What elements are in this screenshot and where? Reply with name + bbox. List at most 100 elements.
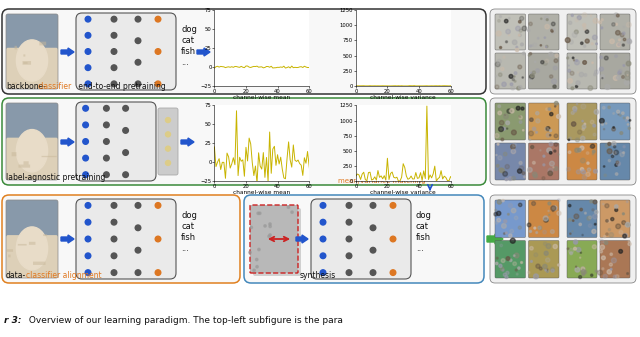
- Circle shape: [598, 21, 602, 24]
- Circle shape: [555, 106, 556, 107]
- Circle shape: [595, 223, 596, 225]
- Circle shape: [612, 142, 616, 146]
- Circle shape: [586, 152, 589, 154]
- FancyBboxPatch shape: [33, 262, 45, 265]
- Circle shape: [568, 218, 572, 221]
- FancyBboxPatch shape: [567, 143, 597, 180]
- Circle shape: [370, 225, 376, 231]
- Circle shape: [509, 109, 514, 113]
- Circle shape: [628, 127, 630, 129]
- Circle shape: [518, 21, 521, 23]
- Circle shape: [527, 167, 532, 172]
- Circle shape: [557, 154, 559, 155]
- Circle shape: [256, 266, 259, 268]
- Circle shape: [566, 57, 569, 59]
- Circle shape: [623, 152, 625, 154]
- Circle shape: [568, 21, 572, 24]
- Circle shape: [518, 86, 522, 89]
- Circle shape: [627, 39, 632, 43]
- Circle shape: [534, 253, 538, 257]
- FancyBboxPatch shape: [311, 199, 411, 279]
- Circle shape: [255, 258, 258, 261]
- Circle shape: [495, 75, 497, 77]
- Circle shape: [499, 121, 504, 125]
- Circle shape: [518, 203, 522, 207]
- FancyBboxPatch shape: [15, 46, 17, 50]
- Circle shape: [609, 263, 612, 266]
- Text: ...: ...: [181, 58, 189, 67]
- Circle shape: [604, 56, 608, 60]
- Circle shape: [627, 201, 628, 203]
- Circle shape: [568, 139, 570, 141]
- FancyArrow shape: [181, 138, 194, 146]
- Circle shape: [506, 121, 509, 125]
- Circle shape: [548, 108, 550, 110]
- Circle shape: [111, 236, 117, 242]
- Circle shape: [253, 269, 255, 272]
- Circle shape: [545, 24, 549, 29]
- Circle shape: [85, 253, 91, 258]
- Circle shape: [85, 17, 91, 22]
- Circle shape: [590, 200, 593, 203]
- Circle shape: [522, 52, 525, 55]
- Circle shape: [500, 267, 504, 271]
- Circle shape: [546, 270, 549, 272]
- Circle shape: [625, 80, 629, 85]
- Circle shape: [612, 113, 614, 114]
- Circle shape: [518, 226, 522, 229]
- Circle shape: [591, 274, 593, 276]
- Circle shape: [625, 120, 627, 121]
- Circle shape: [529, 45, 532, 47]
- Circle shape: [520, 262, 522, 264]
- FancyBboxPatch shape: [7, 249, 13, 252]
- Circle shape: [548, 171, 552, 176]
- Circle shape: [615, 209, 618, 212]
- Circle shape: [552, 79, 556, 84]
- Circle shape: [346, 203, 352, 208]
- Circle shape: [502, 200, 504, 202]
- FancyBboxPatch shape: [76, 102, 156, 181]
- Circle shape: [575, 60, 577, 62]
- Circle shape: [552, 31, 553, 32]
- Circle shape: [585, 30, 589, 33]
- Circle shape: [511, 176, 515, 180]
- Circle shape: [506, 271, 509, 274]
- Circle shape: [607, 149, 612, 154]
- Circle shape: [518, 34, 520, 36]
- Circle shape: [616, 224, 621, 229]
- Circle shape: [504, 152, 507, 156]
- Circle shape: [616, 173, 618, 175]
- FancyArrow shape: [197, 48, 210, 56]
- Circle shape: [534, 274, 538, 279]
- Circle shape: [501, 259, 505, 263]
- Circle shape: [546, 45, 548, 48]
- Circle shape: [627, 40, 632, 44]
- Circle shape: [155, 17, 161, 22]
- Circle shape: [612, 23, 615, 26]
- Circle shape: [545, 258, 550, 262]
- X-axis label: channel-wise variance: channel-wise variance: [371, 190, 436, 195]
- Text: mean/variance matching: mean/variance matching: [338, 178, 426, 184]
- Circle shape: [627, 22, 631, 27]
- Circle shape: [390, 270, 396, 275]
- Circle shape: [550, 29, 553, 32]
- Circle shape: [616, 14, 619, 17]
- Circle shape: [557, 264, 560, 266]
- Circle shape: [605, 123, 607, 124]
- FancyBboxPatch shape: [600, 143, 630, 180]
- Circle shape: [504, 114, 508, 119]
- Circle shape: [269, 234, 271, 236]
- Circle shape: [548, 52, 553, 57]
- Circle shape: [111, 33, 117, 38]
- Circle shape: [593, 35, 597, 40]
- Circle shape: [594, 73, 596, 76]
- Text: end-to-end pretraining: end-to-end pretraining: [76, 82, 166, 91]
- Circle shape: [516, 26, 520, 31]
- Circle shape: [593, 245, 596, 249]
- Circle shape: [547, 269, 548, 270]
- Circle shape: [600, 250, 602, 253]
- FancyBboxPatch shape: [6, 235, 58, 278]
- Circle shape: [616, 110, 620, 113]
- Circle shape: [573, 247, 577, 250]
- Circle shape: [534, 174, 538, 178]
